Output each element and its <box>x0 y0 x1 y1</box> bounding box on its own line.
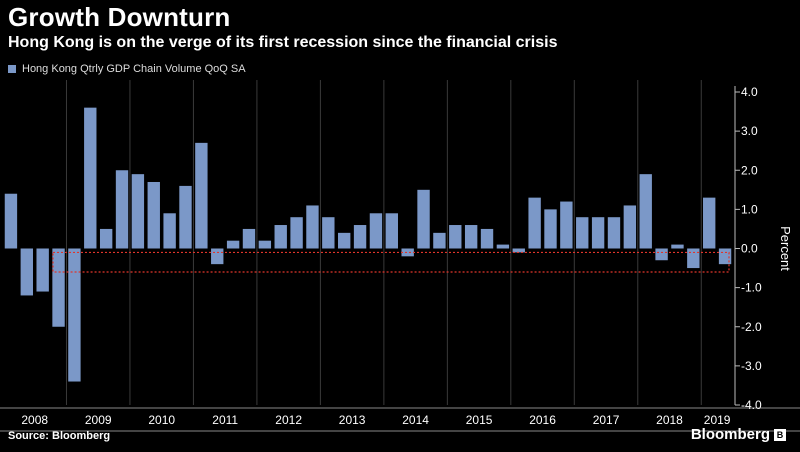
bar <box>115 170 129 249</box>
y-axis-title: Percent <box>778 226 793 271</box>
y-tick-label: 4.0 <box>741 85 758 99</box>
bar <box>353 225 367 249</box>
x-tick-label: 2008 <box>21 413 48 427</box>
bar <box>433 232 446 249</box>
bar <box>496 244 510 249</box>
bar <box>703 197 716 249</box>
chart-title: Growth Downturn <box>8 2 231 32</box>
bar <box>84 107 97 249</box>
y-tick-label: -3.0 <box>741 359 762 373</box>
y-tick-label: -4.0 <box>741 398 762 412</box>
bar <box>306 205 319 249</box>
bar <box>369 213 383 249</box>
bar <box>623 205 637 249</box>
bar <box>274 225 287 249</box>
bar <box>99 228 113 249</box>
chart-legend: Hong Kong Qtrly GDP Chain Volume QoQ SA <box>8 63 246 75</box>
x-tick-label: 2009 <box>85 413 112 427</box>
y-tick-label: 3.0 <box>741 124 758 138</box>
x-tick-label: 2017 <box>593 413 620 427</box>
brand-logo-text: Bloomberg <box>690 426 770 443</box>
bar <box>655 248 668 261</box>
y-tick-label: 1.0 <box>741 202 758 216</box>
legend-swatch <box>8 65 16 73</box>
bar <box>671 244 684 249</box>
chart-subtitle: Hong Kong is on the verge of its first r… <box>8 34 558 51</box>
bar <box>464 225 478 249</box>
bar <box>52 248 65 327</box>
bar <box>607 217 621 249</box>
bar <box>4 193 18 249</box>
x-tick-label: 2015 <box>466 413 493 427</box>
bar <box>36 248 49 292</box>
y-tick-label: 2.0 <box>741 163 758 177</box>
bar <box>591 217 605 249</box>
bar <box>480 228 494 249</box>
bar <box>576 217 589 249</box>
bar <box>512 248 525 253</box>
bar <box>163 213 176 249</box>
x-tick-label: 2013 <box>339 413 366 427</box>
bar <box>242 228 256 249</box>
bar <box>449 225 462 249</box>
x-tick-label: 2011 <box>212 413 238 427</box>
bar <box>179 185 192 249</box>
x-tick-label: 2019 <box>704 413 731 427</box>
x-tick-label: 2014 <box>402 413 429 427</box>
source-note: Source: Bloomberg <box>8 430 111 442</box>
bar <box>147 181 160 249</box>
bar <box>322 217 335 249</box>
bar <box>211 248 224 265</box>
bar <box>338 232 351 249</box>
bar <box>528 197 541 249</box>
bar <box>195 142 208 249</box>
y-tick-label: 0.0 <box>741 242 758 256</box>
bar <box>401 248 414 257</box>
y-tick-label: -2.0 <box>741 320 762 334</box>
bar <box>544 209 557 249</box>
y-tick-label: -1.0 <box>741 281 762 295</box>
bar <box>226 240 240 249</box>
x-tick-label: 2012 <box>275 413 302 427</box>
highlight-box <box>52 251 730 273</box>
bar <box>258 240 272 249</box>
bar <box>560 201 573 249</box>
x-tick-label: 2016 <box>529 413 556 427</box>
bar <box>290 217 303 249</box>
legend-label: Hong Kong Qtrly GDP Chain Volume QoQ SA <box>22 63 246 75</box>
bar <box>639 174 652 249</box>
x-tick-label: 2010 <box>148 413 175 427</box>
x-tick-label: 2018 <box>656 413 683 427</box>
bar <box>687 248 700 269</box>
bar <box>417 189 430 249</box>
bar <box>385 213 398 249</box>
bar <box>68 248 81 382</box>
terminal-icon: B <box>774 429 786 441</box>
bar <box>131 174 145 249</box>
bar <box>20 248 33 296</box>
